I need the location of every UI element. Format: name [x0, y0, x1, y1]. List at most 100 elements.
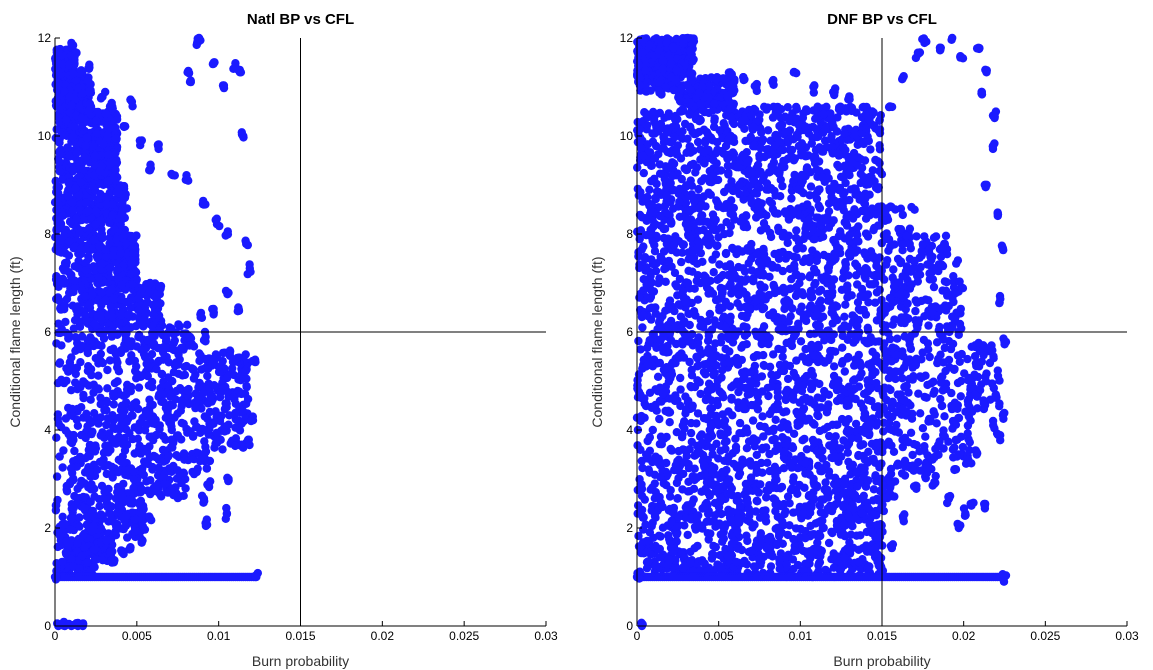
natl-data-point	[62, 294, 72, 304]
natl-data-point	[106, 547, 115, 557]
natl-data-point	[215, 221, 224, 231]
dnf-data-point	[633, 501, 643, 510]
natl-data-point	[71, 184, 80, 193]
natl-data-point	[245, 260, 254, 269]
dnf-data-point	[786, 312, 795, 321]
natl-data-point	[113, 358, 122, 367]
natl-data-point	[73, 484, 82, 493]
dnf-data-point	[787, 194, 796, 203]
natl-data-point	[177, 343, 186, 353]
natl-data-point	[112, 522, 121, 531]
natl-data-point	[137, 345, 146, 354]
natl-data-point	[149, 310, 158, 320]
natl-data-point	[127, 259, 136, 268]
natl-data-point	[54, 78, 63, 88]
natl-data-point	[93, 252, 103, 261]
natl-data-point	[111, 165, 120, 175]
natl-data-point	[84, 63, 93, 73]
dnf-data-point	[929, 282, 939, 292]
natl-data-point	[169, 345, 179, 355]
natl-data-point	[51, 575, 61, 584]
natl-data-point	[102, 398, 112, 407]
natl-data-point	[134, 332, 143, 342]
natl-data-point	[174, 369, 183, 378]
natl-data-point	[105, 356, 115, 365]
natl-data-point	[210, 381, 219, 390]
natl-data-point	[108, 422, 118, 431]
natl-data-point	[225, 351, 235, 361]
natl-data-point	[163, 411, 173, 420]
natl-data-point	[92, 116, 101, 125]
natl-data-point	[84, 106, 93, 116]
natl-x-axis-label: Burn probability	[252, 653, 349, 669]
dnf-data-point	[940, 412, 949, 421]
natl-data-point	[77, 341, 86, 350]
natl-data-point	[97, 259, 107, 268]
natl-data-point	[52, 472, 62, 481]
natl-y-tick-label: 6	[44, 325, 51, 339]
natl-data-point	[156, 299, 165, 308]
natl-y-tick-label: 12	[38, 31, 52, 45]
dnf-data-point	[766, 562, 776, 571]
natl-data-point	[55, 531, 65, 540]
natl-data-point	[53, 414, 63, 423]
natl-data-point	[208, 59, 218, 69]
natl-data-point	[147, 350, 157, 359]
natl-data-point	[145, 453, 154, 462]
natl-data-point	[222, 373, 232, 383]
natl-data-point	[218, 445, 227, 454]
dnf-data-point	[729, 119, 739, 129]
natl-data-point	[54, 59, 64, 68]
dnf-data-point	[928, 275, 938, 284]
natl-data-point	[60, 258, 70, 268]
natl-data-point	[65, 217, 75, 226]
natl-data-point	[77, 122, 87, 131]
dnf-chart-title: DNF BP vs CFL	[827, 11, 937, 28]
natl-data-point	[69, 430, 78, 440]
dnf-data-point	[665, 296, 675, 305]
natl-data-point	[176, 406, 185, 415]
natl-data-point	[79, 390, 88, 400]
natl-data-point	[68, 41, 78, 50]
natl-data-point	[59, 266, 69, 275]
natl-data-point	[110, 436, 119, 445]
natl-data-point	[55, 359, 64, 368]
natl-data-point	[118, 410, 128, 419]
natl-data-point	[251, 571, 260, 580]
natl-data-point	[97, 288, 106, 297]
natl-y-tick-label: 2	[44, 521, 51, 535]
natl-data-point	[186, 76, 195, 85]
natl-data-point	[70, 316, 80, 325]
natl-data-point	[127, 231, 136, 241]
natl-data-point	[242, 239, 251, 249]
dnf-data-point	[749, 352, 759, 362]
natl-data-point	[107, 98, 116, 108]
natl-data-point	[175, 384, 185, 393]
natl-data-point	[223, 473, 232, 482]
natl-data-point	[155, 490, 165, 499]
natl-data-point	[126, 95, 135, 105]
natl-x-tick-label: 0	[52, 629, 59, 643]
natl-data-point	[121, 334, 131, 343]
natl-data-point	[141, 409, 151, 418]
dnf-data-point	[708, 450, 717, 459]
natl-data-point	[82, 409, 91, 418]
natl-data-point	[59, 446, 68, 455]
natl-data-point	[104, 176, 114, 185]
natl-data-point	[199, 336, 209, 345]
natl-data-point	[83, 75, 93, 85]
natl-data-point	[197, 491, 207, 500]
natl-data-point	[67, 514, 76, 523]
natl-data-point	[112, 115, 122, 124]
natl-data-point	[148, 331, 157, 340]
natl-data-point	[87, 370, 96, 380]
natl-data-point	[64, 251, 74, 260]
natl-data-point	[57, 130, 66, 140]
natl-data-point	[91, 207, 100, 216]
natl-data-point	[170, 361, 180, 370]
natl-data-point	[108, 251, 118, 260]
natl-data-point	[105, 159, 115, 168]
natl-data-point	[67, 554, 76, 564]
natl-data-point	[183, 320, 192, 329]
